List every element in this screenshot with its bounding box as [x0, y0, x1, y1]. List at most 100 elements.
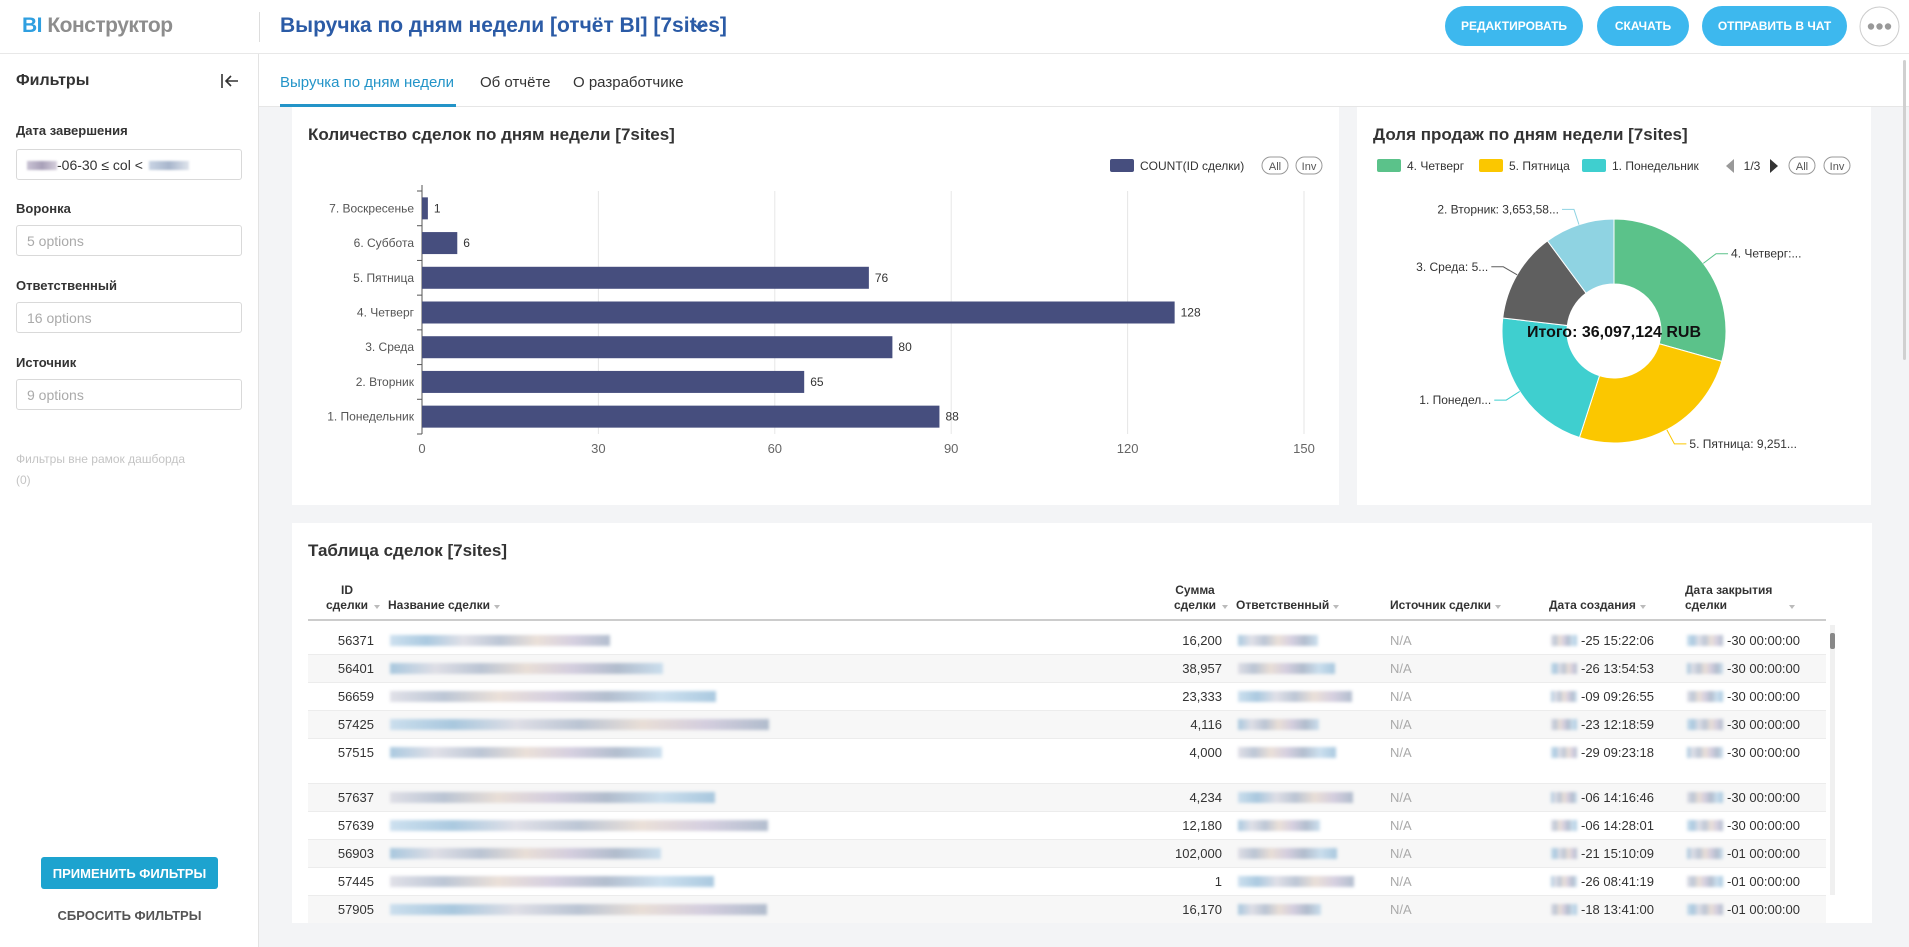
column-header[interactable]: ID сделки — [308, 583, 380, 613]
table-cell: -06 14:28:01 — [1581, 818, 1655, 833]
collapse-button[interactable] — [219, 71, 241, 91]
table-cell: N/A — [1390, 874, 1412, 889]
legend-button[interactable] — [1261, 156, 1289, 175]
column-header[interactable]: Источник сделки — [1390, 583, 1549, 613]
outside-count: (0) — [16, 473, 31, 487]
tab[interactable]: Выручка по дням недели — [280, 74, 454, 91]
column-header[interactable]: Дата закрытия сделки — [1685, 583, 1826, 613]
value-label: 128 — [1181, 306, 1201, 320]
table-cell: 4,000 — [1189, 745, 1222, 760]
filters-title: Фильтры — [16, 72, 90, 89]
bar — [422, 266, 869, 289]
table-cell: -09 09:26:55 — [1581, 689, 1655, 704]
chart-title: Количество сделок по дням недели [7sites… — [308, 125, 675, 144]
row-divider — [308, 867, 1826, 868]
blurred-content — [1238, 691, 1352, 702]
row-divider — [308, 738, 1826, 739]
sidebar: Фильтры Дата завершения -06-30 ≤ col < В… — [0, 54, 259, 947]
blurred-content — [1238, 635, 1318, 646]
table-cell: N/A — [1390, 745, 1412, 760]
column-header[interactable]: Дата создания — [1549, 583, 1685, 613]
blurred-content — [1238, 747, 1336, 758]
legend-button[interactable] — [1823, 156, 1851, 175]
download-button[interactable]: СКАЧАТЬ — [1597, 6, 1689, 46]
column-header[interactable]: Сумма сделки — [1148, 583, 1228, 613]
select-filter[interactable]: 5 options — [16, 225, 242, 256]
blurred-content — [1551, 635, 1577, 646]
blurred-content — [1551, 904, 1577, 915]
select-filter[interactable]: 16 options — [16, 302, 242, 333]
blurred-content — [390, 848, 661, 859]
tab[interactable]: О разработчике — [573, 74, 684, 91]
table-scrollbar[interactable] — [1830, 625, 1835, 895]
leader-line — [1702, 253, 1729, 264]
table-scroll-thumb[interactable] — [1830, 633, 1835, 649]
legend-button[interactable] — [1788, 156, 1816, 175]
y-tick-label: 3. Среда — [365, 340, 414, 354]
table-cell: -30 00:00:00 — [1727, 717, 1801, 732]
blurred-content — [1238, 904, 1321, 915]
filter-value: 9 options — [27, 387, 84, 403]
send-button[interactable]: ОТПРАВИТЬ В ЧАТ — [1702, 6, 1847, 46]
total-label: Итого: 36,097,124 RUB — [1527, 324, 1701, 341]
divider — [259, 12, 260, 42]
filter-value: 5 options — [27, 233, 84, 249]
column-header[interactable]: Ответственный — [1236, 583, 1390, 613]
pie-slice — [1546, 218, 1615, 294]
table-cell: 57445 — [337, 874, 374, 889]
edit-button[interactable]: РЕДАКТИРОВАТЬ — [1445, 6, 1583, 46]
row-divider — [308, 895, 1826, 896]
y-tick-label: 1. Понедельник — [327, 410, 415, 424]
more-button[interactable] — [1859, 6, 1900, 47]
column-header[interactable]: Название сделки — [388, 583, 1148, 613]
filter-label: Ответственный — [16, 278, 117, 293]
column-header-label: Название сделки — [388, 598, 490, 612]
table-cell: N/A — [1390, 633, 1412, 648]
legend-swatch[interactable] — [1479, 159, 1503, 172]
column-header-label: ID сделки — [326, 583, 368, 612]
outside-filters[interactable]: Фильтры вне рамок дашборда — [16, 452, 186, 466]
table-cell: 57905 — [337, 902, 374, 917]
table-title: Таблица сделок [7sites] — [308, 541, 507, 560]
legend-label: 1. Понедельник — [1612, 159, 1700, 173]
select-filter[interactable]: 9 options — [16, 379, 242, 410]
legend-swatch[interactable] — [1582, 159, 1606, 172]
x-tick-label: 120 — [1117, 441, 1139, 456]
filter-label: Воронка — [16, 201, 71, 216]
data-label: 2. Вторник: 3,653,58... — [1437, 202, 1559, 216]
tab[interactable]: Об отчёте — [480, 74, 551, 91]
sort-icon — [493, 605, 500, 609]
table-cell: -26 08:41:19 — [1581, 874, 1655, 889]
logo-bi: BI — [22, 14, 43, 37]
blurred-content — [1687, 635, 1723, 646]
y-tick-label: 4. Четверг — [357, 306, 415, 320]
value-label: 1 — [434, 201, 441, 215]
y-tick-label: 7. Воскресенье — [329, 201, 414, 215]
table-cell: -21 15:10:09 — [1581, 846, 1655, 861]
table-cell: 57639 — [337, 818, 374, 833]
table-cell: 16,170 — [1182, 902, 1222, 917]
legend-prev[interactable] — [1726, 159, 1734, 173]
report-title[interactable]: Выручка по дням недели [отчёт BI] [7site… — [280, 14, 727, 37]
apply-button[interactable]: ПРИМЕНИТЬ ФИЛЬТРЫ — [41, 857, 218, 889]
legend-next[interactable] — [1770, 159, 1778, 173]
logo[interactable]: BI Конструктор — [22, 14, 173, 38]
legend-swatch[interactable] — [1377, 159, 1401, 172]
column-header-label: Источник сделки — [1390, 598, 1491, 612]
reset-button[interactable]: СБРОСИТЬ ФИЛЬТРЫ — [57, 908, 202, 923]
page-scrollbar[interactable] — [1903, 60, 1906, 360]
pie-slice — [1501, 317, 1601, 439]
row-divider — [308, 682, 1826, 683]
data-label: 1. Понедел... — [1419, 393, 1491, 407]
blurred-content — [1238, 820, 1320, 831]
legend-swatch — [1110, 159, 1134, 172]
pie-slice — [1578, 343, 1723, 444]
column-header-label: Дата создания — [1549, 598, 1636, 612]
data-label: 4. Четверг:... — [1731, 247, 1801, 261]
legend-button[interactable] — [1295, 156, 1323, 175]
title-dropdown[interactable] — [692, 20, 706, 34]
blurred-content — [390, 691, 716, 702]
bar-card: Количество сделок по дням недели [7sites… — [292, 107, 1339, 505]
leader-line — [1666, 429, 1687, 445]
date-filter[interactable]: -06-30 ≤ col < — [16, 149, 242, 180]
